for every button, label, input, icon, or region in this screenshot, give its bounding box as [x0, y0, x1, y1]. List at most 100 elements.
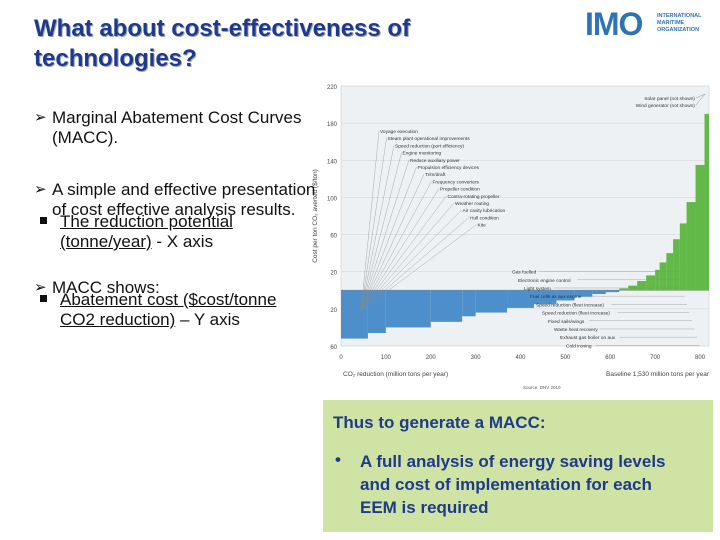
arrow-bullet-icon: ➢ — [34, 109, 47, 126]
annotation-label: Trim/draft — [425, 172, 446, 178]
annotation-label: Waste heat recovery — [554, 327, 598, 333]
macc-bar — [475, 290, 508, 313]
macc-bar — [462, 290, 476, 317]
logo-wordmark: IMO — [585, 6, 643, 42]
annotation-leader — [360, 181, 432, 311]
imo-logo: IMO INTERNATIONAL MARITIME ORGANIZATION — [585, 6, 715, 46]
macc-bar — [574, 290, 593, 297]
macc-bar — [430, 290, 463, 322]
logo-subtitle: INTERNATIONAL MARITIME ORGANIZATION — [657, 13, 702, 33]
slide-title: What about cost-effectiveness of technol… — [34, 15, 411, 72]
annotation-leader — [360, 166, 417, 311]
x-tick-label: 200 — [426, 355, 437, 361]
annotation-leader — [695, 93, 706, 99]
annotation-label: Propeller condition — [440, 187, 480, 193]
box-bullet: • — [335, 450, 341, 469]
annotation-leader — [360, 188, 440, 311]
macc-bar — [507, 290, 534, 308]
annotation-leader — [360, 202, 455, 311]
annotation-label: Weather routing — [455, 201, 489, 207]
square-bullet-icon — [40, 217, 47, 224]
sub-bullet-underlined: Abatement cost ($cost/tonne CO2 reductio… — [60, 290, 277, 329]
baseline-note: Baseline 1,530 million tons per year — [606, 371, 710, 378]
macc-bar — [619, 288, 629, 291]
macc-bar — [367, 290, 386, 333]
y-tick-label: 180 — [327, 122, 338, 128]
sub-bullet-text: The reduction potential (tonne/year) - X… — [60, 212, 280, 252]
sub-bullet-text: Abatement cost ($cost/tonne CO2 reductio… — [60, 290, 280, 330]
annotation-label: Engine monitoring — [403, 151, 442, 157]
bullet-text: MACC shows: — [52, 278, 160, 297]
annotation-label: Speed reduction (fleet increase) — [536, 302, 604, 308]
macc-bar — [686, 202, 696, 291]
arrow-bullet-icon: ➢ — [34, 181, 47, 198]
macc-bar — [341, 290, 368, 339]
bullet-text: Marginal Abatement Cost Curves (MACC). — [52, 108, 302, 147]
sub-bullet-underlined: The reduction potential (tonne/year) — [60, 212, 233, 251]
annotation-label: Air cavity lubrication — [463, 208, 506, 214]
annotation-label: Cold ironing — [566, 343, 592, 349]
annotation-leader — [360, 130, 380, 311]
annotation-leader — [360, 224, 477, 311]
annotation-leader — [695, 93, 706, 106]
x-tick-label: 0 — [339, 355, 343, 361]
macc-bar — [385, 290, 431, 328]
y-tick-label: 60 — [330, 234, 337, 240]
annotation-label: Exhaust gas boiler on aux — [560, 335, 616, 341]
macc-bar — [637, 281, 647, 291]
x-tick-label: 100 — [381, 355, 392, 361]
annotation-leader — [360, 174, 425, 311]
annotation-label: Electronic engine control — [518, 278, 571, 284]
macc-bar — [655, 269, 660, 291]
annotation-label: Fixed sails/wings — [548, 319, 585, 325]
annotation-leader — [360, 210, 462, 311]
annotation-label: Hull condition — [470, 215, 499, 221]
annotation-leader — [360, 159, 410, 311]
annotation-leader — [360, 152, 402, 311]
bullet-item: ➢ A simple and effective presentation of… — [34, 180, 324, 220]
sub-bullet-item: The reduction potential (tonne/year) - X… — [40, 212, 280, 252]
x-axis-label: CO₂ reduction (million tons per year) — [343, 371, 448, 378]
annotation-label: Light system — [524, 286, 551, 292]
bullet-item: ➢ Marginal Abatement Cost Curves (MACC). — [34, 108, 324, 148]
annotation-label: Fuel cells as aux engine — [530, 294, 582, 300]
y-tick-label: 220 — [327, 85, 338, 91]
macc-bar — [695, 164, 705, 291]
x-tick-label: 600 — [605, 355, 616, 361]
annotation-label: Frequency converters — [433, 179, 480, 185]
annotation-label: Voyage execution — [380, 129, 418, 135]
macc-bar — [679, 223, 687, 291]
square-bullet-icon — [40, 295, 47, 302]
arrow-bullet-icon: ➢ — [34, 279, 47, 296]
bullet-text: A simple and effective presentation of c… — [52, 180, 316, 219]
macc-bar — [556, 290, 575, 301]
y-tick-label: 140 — [327, 159, 338, 165]
annotation-leader — [360, 217, 470, 311]
sub-bullet-item: Abatement cost ($cost/tonne CO2 reductio… — [40, 290, 280, 330]
box-title: Thus to generate a MACC: — [333, 413, 546, 432]
bullet-item: ➢ MACC shows: — [34, 278, 324, 298]
macc-bar — [673, 239, 680, 291]
annotation-label: Solar panel (not shown) — [644, 96, 695, 102]
annotation-label: Reduce auxiliary power — [410, 158, 460, 164]
macc-bar — [704, 113, 709, 291]
annotation-label: Wind generator (not shown) — [636, 103, 696, 109]
y-tick-label: 100 — [327, 196, 338, 202]
y-axis-label: Cost per ton CO₂ averted ($/ton) — [312, 169, 319, 263]
summary-box: Thus to generate a MACC: • A full analys… — [323, 400, 713, 532]
annotation-label: Steam plant operational improvements — [388, 136, 471, 142]
macc-bar — [659, 262, 667, 291]
annotation-label: Contra-rotating propeller — [448, 194, 500, 200]
annotation-label: Kite — [478, 223, 487, 229]
annotation-label: Speed reduction (port efficiency) — [395, 143, 464, 149]
x-tick-label: 800 — [695, 355, 706, 361]
x-tick-label: 300 — [471, 355, 482, 361]
annotation-label: Speed reduction (fleet increase) — [542, 311, 610, 317]
x-tick-label: 500 — [560, 355, 571, 361]
annotation-label: Gas fuelled — [512, 270, 537, 276]
macc-bar — [592, 290, 606, 294]
x-tick-label: 700 — [650, 355, 661, 361]
annotation-leader — [360, 145, 395, 311]
source-note: Source: DNV 2010 — [523, 385, 561, 390]
